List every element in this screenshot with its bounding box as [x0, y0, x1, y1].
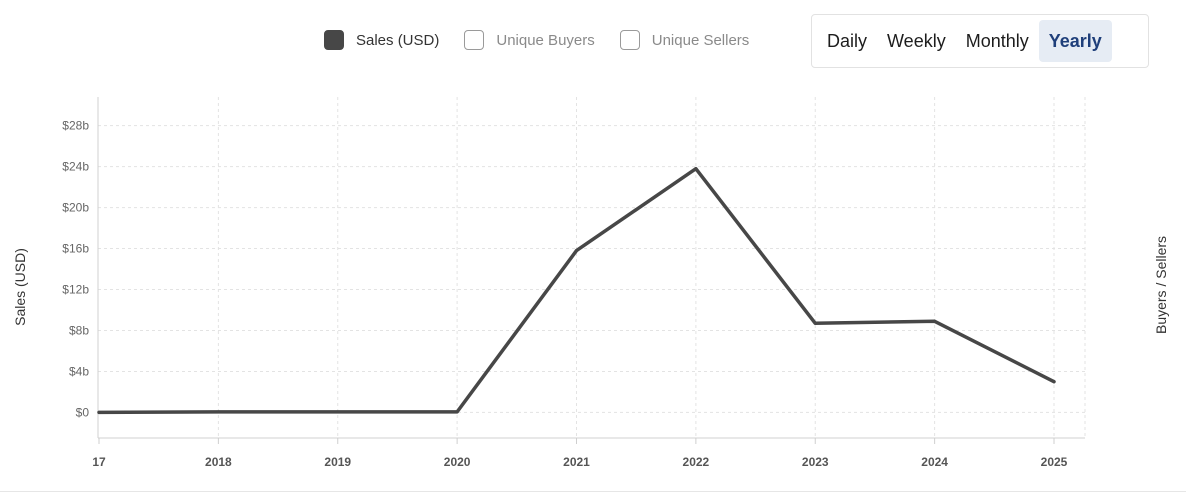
y-tick-label: $28b [62, 119, 89, 133]
y-tick-label: $8b [69, 323, 89, 337]
period-daily-button[interactable]: Daily [827, 31, 868, 51]
period-yearly-button[interactable]: Yearly [1038, 20, 1112, 62]
legend-item-unique-buyers[interactable]: Unique Buyers [464, 30, 595, 50]
x-tick-label: 2019 [324, 455, 351, 469]
y-tick-label: $16b [62, 242, 89, 256]
y-axis-title: Sales (USD) [12, 248, 28, 326]
legend-label-unique-buyers: Unique Buyers [496, 31, 595, 49]
chart-legend: Sales (USD) Unique Buyers Unique Sellers [324, 30, 774, 50]
y-tick-label: $12b [62, 283, 89, 297]
data-point [1052, 380, 1056, 384]
x-tick-label: 2024 [921, 455, 948, 469]
period-monthly-button[interactable]: Monthly [965, 31, 1029, 51]
x-tick-label: 2018 [205, 455, 232, 469]
unique-buyers-checkbox[interactable] [464, 30, 485, 50]
data-point [694, 167, 698, 171]
x-tick-label: 17 [92, 455, 106, 469]
x-tick-label: 2021 [563, 455, 590, 469]
legend-label-sales: Sales (USD) [356, 31, 440, 49]
period-selector: Daily Weekly Monthly Yearly [811, 14, 1149, 68]
unique-sellers-checkbox[interactable] [619, 30, 640, 50]
sales-checkbox[interactable] [324, 30, 344, 50]
data-point [97, 410, 101, 414]
data-point [455, 410, 459, 414]
bottom-divider [0, 491, 1186, 492]
x-tick-label: 2023 [802, 455, 829, 469]
data-point [813, 321, 817, 325]
period-weekly-button[interactable]: Weekly [887, 31, 946, 51]
x-tick-label: 2025 [1041, 455, 1068, 469]
legend-label-unique-sellers: Unique Sellers [651, 31, 750, 49]
data-point [933, 319, 937, 323]
data-point [575, 249, 578, 253]
data-point [216, 410, 220, 414]
legend-item-sales[interactable]: Sales (USD) [324, 30, 439, 50]
y-tick-label: $20b [62, 201, 89, 215]
y-tick-label: $0 [76, 405, 90, 419]
x-tick-label: 2022 [683, 455, 710, 469]
x-tick-label: 2020 [444, 455, 471, 469]
y2-axis-title: Buyers / Sellers [1153, 236, 1169, 334]
legend-item-unique-sellers[interactable]: Unique Sellers [619, 30, 750, 50]
y-tick-label: $4b [69, 364, 89, 378]
y-tick-label: $24b [62, 160, 89, 174]
data-point [336, 410, 340, 414]
